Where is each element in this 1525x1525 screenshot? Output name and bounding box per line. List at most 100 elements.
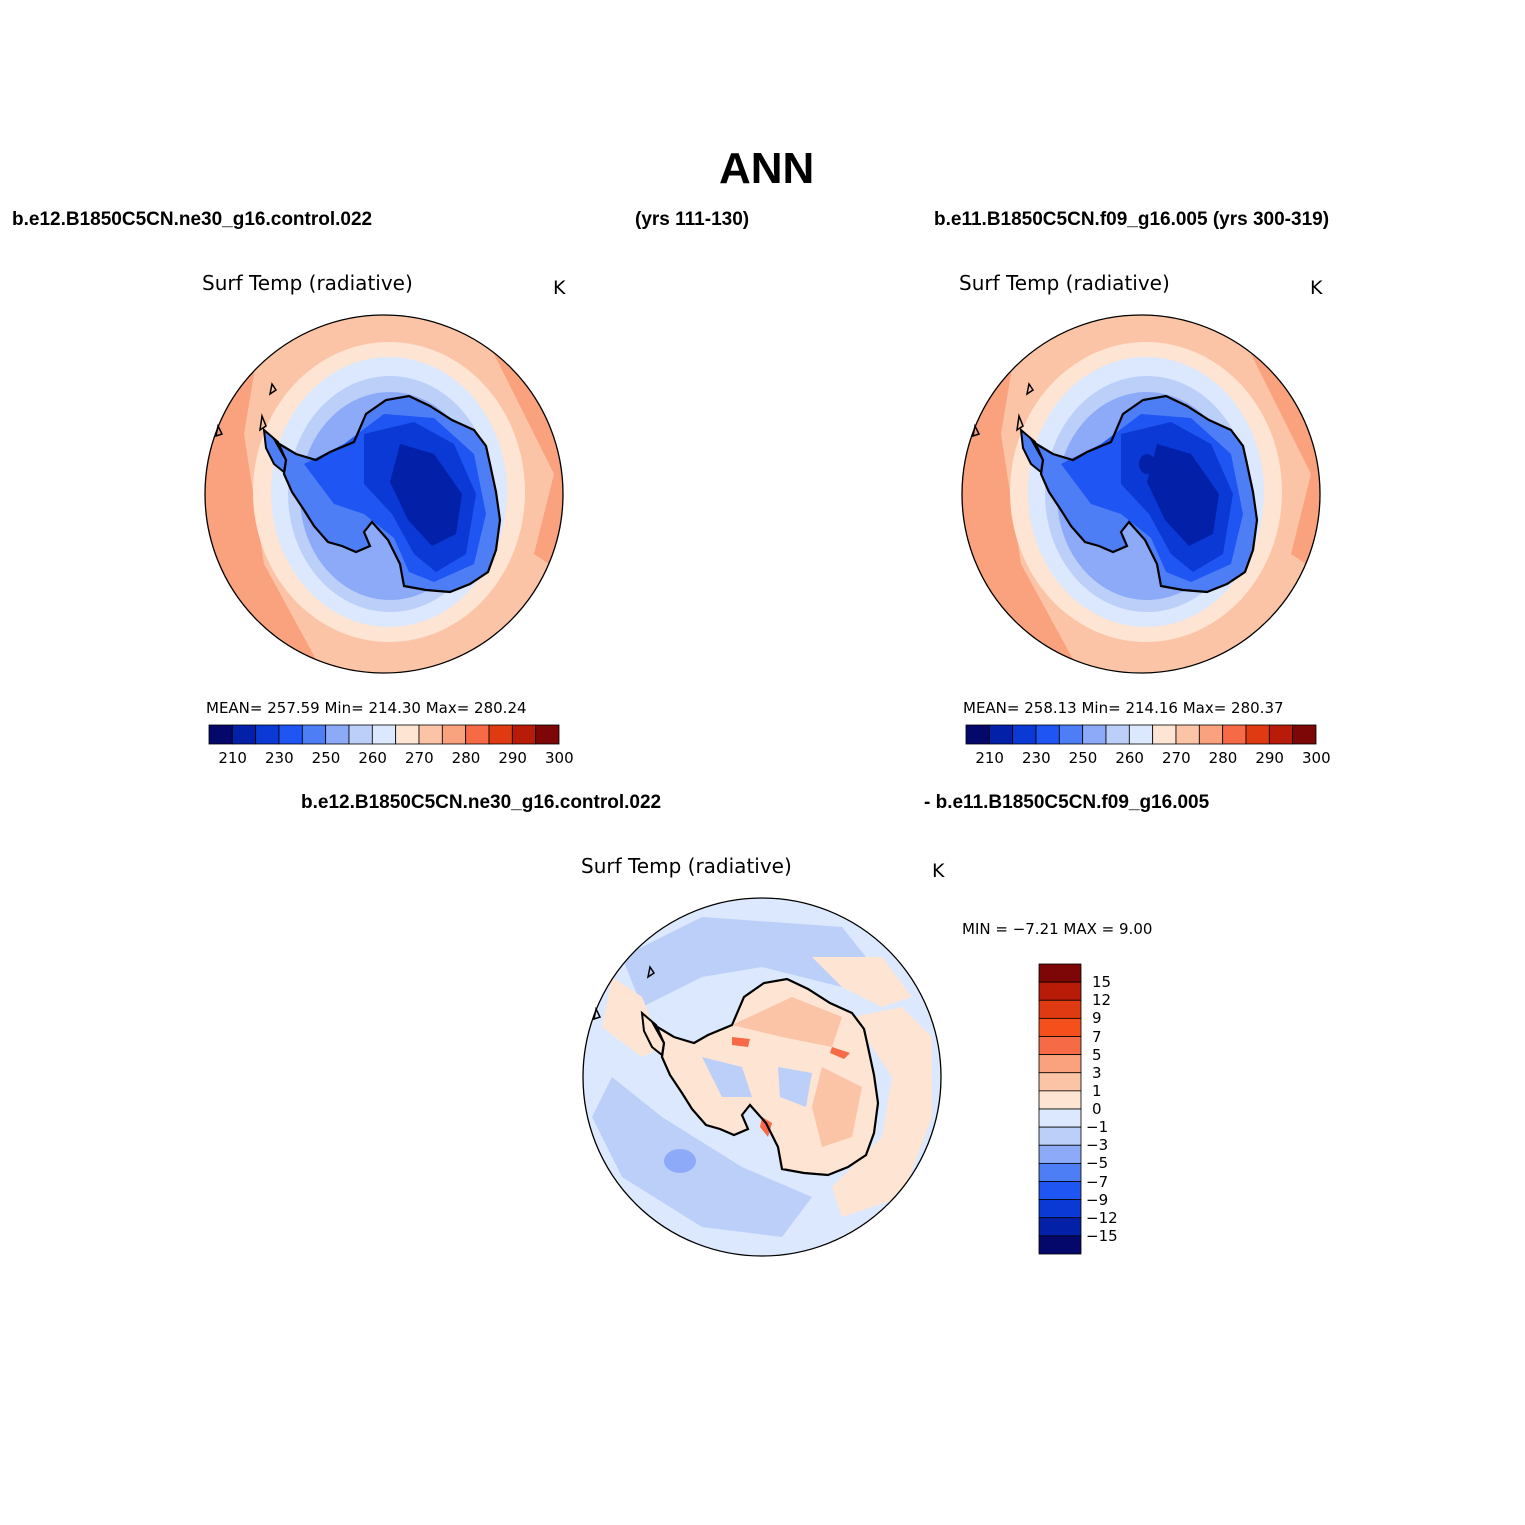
diff-colorbar-labels: 15 12 9 7 5 3 1 0 −1 −3 −5 −7 −9 −12 −15 <box>1086 964 1146 1254</box>
colorbar-swatch <box>1268 724 1294 745</box>
diff-colorbar-label: −1 <box>1086 1118 1109 1137</box>
colorbar-swatch <box>1012 724 1037 745</box>
diff-case1-label: b.e12.B1850C5CN.ne30_g16.control.022 <box>301 792 662 813</box>
diff-units: K <box>932 860 945 882</box>
panel2-colorbar-ticks: 210 230 250 260 270 280 290 300 <box>966 749 1330 767</box>
panel1-colorbar-ticks: 210 230 250 260 270 280 290 300 <box>209 749 573 767</box>
diff-colorbar-swatch <box>1038 1017 1082 1037</box>
diff-colorbar-label: −3 <box>1086 1136 1109 1155</box>
colorbar-tick-label: 270 <box>405 749 434 767</box>
diff-colorbar-swatch <box>1038 1144 1082 1164</box>
diff-contours <box>583 898 941 1256</box>
colorbar-tick-label: 290 <box>498 749 527 767</box>
diff-colorbar-swatch <box>1038 1054 1082 1074</box>
colorbar-swatch <box>465 724 490 745</box>
diff-colorbar-label: −9 <box>1086 1190 1109 1209</box>
diff-colorbar-label: 7 <box>1092 1027 1102 1046</box>
panel2-colorbar <box>965 724 1317 745</box>
colorbar-tick-label: 270 <box>1162 749 1191 767</box>
diff-stats: MIN = −7.21 MAX = 9.00 <box>962 920 1153 938</box>
case2-label: b.e11.B1850C5CN.f09_g16.005 (yrs 300-319… <box>934 209 1330 230</box>
colorbar-swatch <box>1082 724 1107 745</box>
colorbar-swatch <box>1245 724 1270 745</box>
colorbar-swatch <box>325 724 350 745</box>
colorbar-tick-label: 230 <box>265 749 294 767</box>
diff-colorbar-label: 9 <box>1092 1009 1102 1028</box>
colorbar-tick-label: 230 <box>1022 749 1051 767</box>
main-title: ANN <box>719 144 815 193</box>
colorbar-swatch <box>1105 724 1130 745</box>
colorbar-tick-label: 210 <box>975 749 1004 767</box>
diff-colorbar-label: 0 <box>1092 1100 1102 1118</box>
panel1-variable-title: Surf Temp (radiative) <box>202 271 413 295</box>
map-contours <box>205 315 563 673</box>
diff-colorbar-label: −12 <box>1086 1208 1118 1227</box>
colorbar-swatch <box>255 724 280 745</box>
diff-colorbar-swatch <box>1038 1199 1082 1219</box>
panel2-stats: MEAN= 258.13 Min= 214.16 Max= 280.37 <box>963 699 1284 717</box>
diff-colorbar-label: 15 <box>1092 973 1112 992</box>
colorbar-tick-label: 260 <box>1115 749 1144 767</box>
diff-colorbar-swatch <box>1038 1162 1082 1182</box>
colorbar-tick-label: 300 <box>545 749 574 767</box>
colorbar-swatch <box>1292 724 1317 745</box>
diff-colorbar-label: −7 <box>1086 1172 1109 1191</box>
colorbar-tick-label: 250 <box>311 749 341 767</box>
diff-colorbar-swatch <box>1038 1217 1082 1237</box>
panel1-colorbar <box>208 724 560 745</box>
colorbar-tick-label: 250 <box>1068 749 1098 767</box>
panel1-units: K <box>553 277 566 299</box>
colorbar-swatch <box>1128 724 1154 745</box>
diff-colorbar-swatch <box>1038 1235 1082 1255</box>
colorbar-tick-label: 210 <box>218 749 247 767</box>
map-border <box>582 897 942 1257</box>
panel2-polar-map <box>961 314 1321 674</box>
colorbar-tick-label: 300 <box>1302 749 1331 767</box>
diff-colorbar-swatch <box>1038 1126 1082 1146</box>
diff-colorbar-label: 3 <box>1092 1063 1102 1082</box>
diff-variable-title: Surf Temp (radiative) <box>581 854 792 878</box>
colorbar-swatch <box>395 724 420 745</box>
colorbar-tick-label: 280 <box>451 749 481 767</box>
panel1-stats: MEAN= 257.59 Min= 214.30 Max= 280.24 <box>206 699 527 717</box>
case1-years-label: (yrs 111-130) <box>635 209 750 230</box>
panel2-variable-title: Surf Temp (radiative) <box>959 271 1170 295</box>
colorbar-swatch <box>1222 724 1247 745</box>
colorbar-swatch <box>231 724 257 745</box>
map-border <box>961 314 1321 674</box>
colorbar-swatch <box>488 724 513 745</box>
diff-colorbar-label: 5 <box>1092 1045 1102 1064</box>
colorbar-swatch <box>965 724 990 745</box>
diff-colorbar-label: 12 <box>1092 991 1112 1010</box>
case1-label: b.e12.B1850C5CN.ne30_g16.control.022 <box>12 209 373 230</box>
colorbar-swatch <box>511 724 537 745</box>
colorbar-swatch <box>535 724 560 745</box>
diff-case2-label: - b.e11.B1850C5CN.f09_g16.005 <box>924 792 1210 813</box>
colorbar-tick-label: 290 <box>1255 749 1284 767</box>
diff-colorbar-swatch <box>1038 963 1082 983</box>
colorbar-swatch <box>371 724 397 745</box>
colorbar-swatch <box>1152 724 1177 745</box>
diff-colorbar-swatch <box>1038 981 1082 1001</box>
colorbar-swatch <box>1175 724 1200 745</box>
panel2-units: K <box>1310 277 1323 299</box>
colorbar-swatch <box>278 724 303 745</box>
map-contours <box>962 315 1320 673</box>
diff-colorbar-label: −5 <box>1086 1154 1109 1173</box>
colorbar-swatch <box>1035 724 1060 745</box>
colorbar-swatch <box>348 724 373 745</box>
colorbar-swatch <box>301 724 327 745</box>
colorbar-swatch <box>988 724 1014 745</box>
diff-colorbar-swatch <box>1038 1036 1082 1056</box>
map-border <box>204 314 564 674</box>
diff-colorbar-swatch <box>1038 1108 1082 1128</box>
colorbar-swatch <box>418 724 443 745</box>
diff-polar-map <box>582 897 942 1257</box>
panel1-polar-map <box>204 314 564 674</box>
diff-colorbar-label: −15 <box>1086 1226 1118 1245</box>
colorbar-swatch <box>1058 724 1084 745</box>
colorbar-tick-label: 260 <box>358 749 387 767</box>
colorbar-swatch <box>1198 724 1224 745</box>
diff-colorbar-swatch <box>1038 1181 1082 1201</box>
colorbar-swatch <box>441 724 467 745</box>
